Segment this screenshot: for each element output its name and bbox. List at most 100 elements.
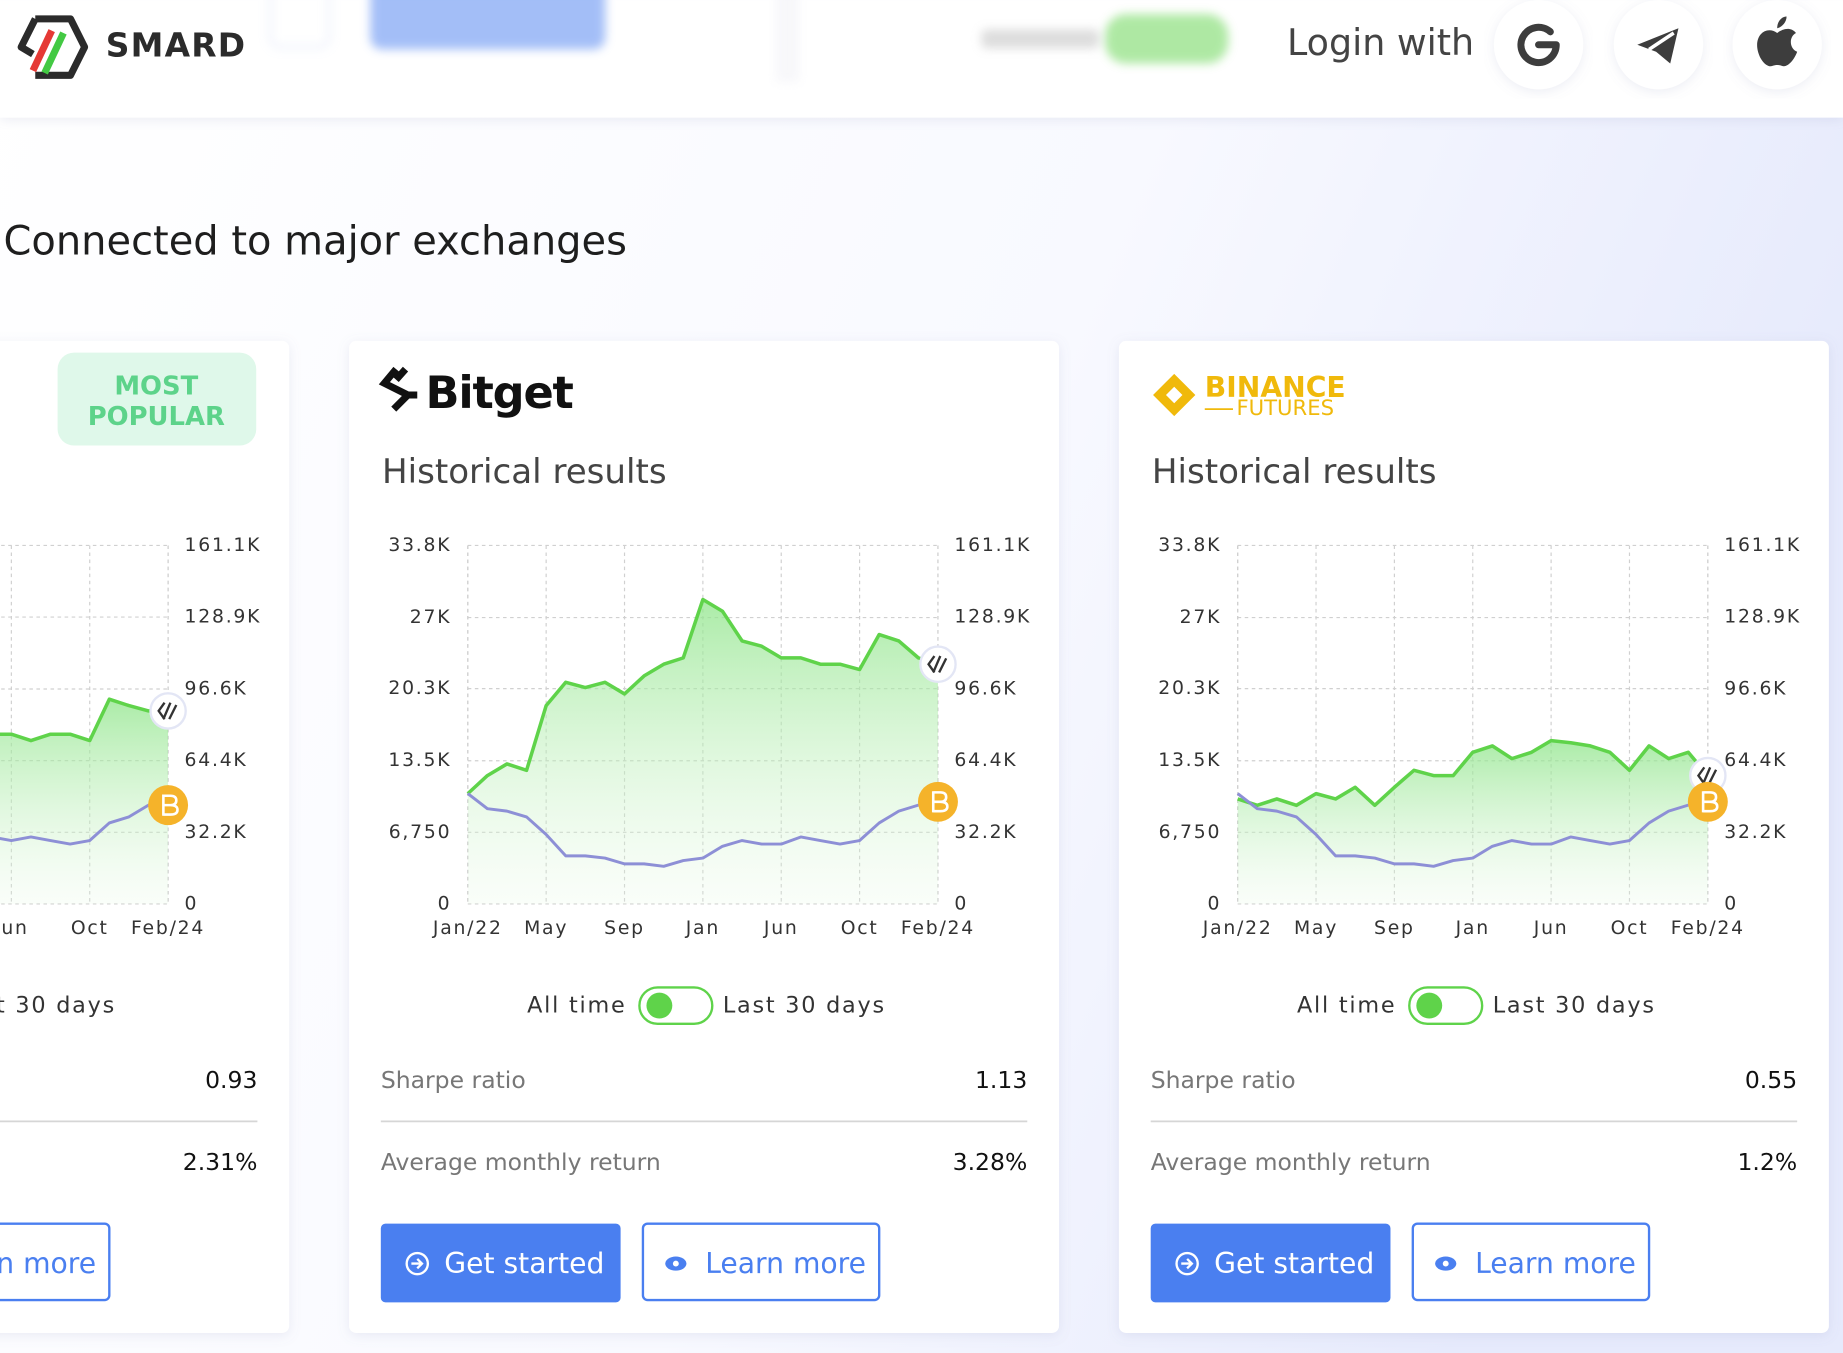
y2-tick-label: 128.9K — [185, 607, 262, 628]
toggle-label: Last 30 days — [1493, 993, 1656, 1019]
stat-value: 3.28% — [953, 1148, 1028, 1176]
smard-logo[interactable] — [17, 15, 89, 79]
google-login[interactable] — [1493, 0, 1584, 90]
area-fill — [467, 599, 938, 904]
button-icon[interactable] — [405, 1251, 430, 1276]
series-line — [466, 792, 939, 868]
button-icon[interactable] — [1442, 1260, 1449, 1267]
x-tick-label: Sep — [604, 918, 645, 939]
button-icon[interactable] — [1175, 1251, 1199, 1276]
strategy-end-glyph — [157, 701, 178, 720]
learn-more-button[interactable]: Learn more — [1411, 1222, 1651, 1302]
button-bg[interactable] — [380, 1223, 621, 1303]
stat-label: Average monthly return — [381, 1148, 661, 1176]
series-line — [0, 697, 169, 743]
y-tick-label: 6,750 — [389, 822, 452, 843]
y-tick-label: 27K — [410, 607, 452, 628]
learn-more-button[interactable]: Learn more — [0, 1222, 111, 1302]
y2-tick-label: 128.9K — [1724, 607, 1801, 628]
exchange-name: Bitget — [425, 367, 573, 419]
telegram-login[interactable] — [1613, 0, 1704, 90]
button-bg[interactable] — [641, 1222, 881, 1302]
get-started-button[interactable]: Get started — [380, 1223, 621, 1303]
stat-label: Sharpe ratio — [1151, 1066, 1296, 1094]
login-label: Login with — [1287, 21, 1474, 64]
badge-bg — [57, 352, 257, 446]
toggle-knob[interactable] — [646, 992, 673, 1019]
y-tick-label: 6,750 — [1159, 822, 1222, 843]
apple-login[interactable] — [1732, 0, 1822, 90]
toggle-label: All time — [527, 993, 626, 1019]
button-label[interactable]: Learn more — [705, 1247, 866, 1280]
button-label[interactable]: Learn more — [1475, 1247, 1636, 1280]
x-tick-label: Jan/22 — [432, 918, 503, 939]
bitget-icon — [378, 366, 418, 412]
btc-end-glyph — [1701, 791, 1719, 813]
stat-value: 0.93 — [205, 1066, 257, 1094]
y2-tick-label: 0 — [1724, 893, 1738, 914]
period-toggle[interactable] — [638, 986, 714, 1026]
button-bg[interactable] — [1411, 1222, 1651, 1302]
button-label[interactable]: Get started — [444, 1247, 604, 1280]
button-icon[interactable] — [672, 1260, 679, 1267]
y2-tick-label: 64.4K — [954, 750, 1017, 771]
button-bg[interactable] — [0, 1222, 111, 1302]
area-fill — [0, 699, 169, 904]
series-line — [1236, 792, 1709, 868]
x-tick-label: Sep — [1374, 918, 1415, 939]
get-started-button[interactable]: Get started — [1150, 1223, 1391, 1303]
toggle-label: All time — [1297, 993, 1396, 1019]
series-line — [466, 597, 939, 795]
exchange-name: BINANCE — [1205, 371, 1346, 404]
y-tick-label: 33.8K — [1158, 535, 1221, 556]
card-title: Historical results — [382, 452, 667, 492]
x-tick-label: Oct — [71, 918, 109, 939]
button-icon[interactable] — [411, 1258, 424, 1270]
y-tick-label: 33.8K — [388, 535, 451, 556]
x-tick-label: Jan — [1455, 918, 1490, 939]
button-label[interactable]: Get started — [1214, 1247, 1374, 1280]
stat-value: 0.55 — [1745, 1066, 1797, 1094]
x-tick-label: May — [524, 918, 568, 939]
y2-tick-label: 32.2K — [185, 822, 248, 843]
button-icon[interactable] — [1181, 1258, 1194, 1270]
y2-tick-label: 96.6K — [1724, 678, 1787, 699]
y2-tick-label: 0 — [185, 893, 199, 914]
y2-tick-label: 161.1K — [185, 535, 262, 556]
stat-label: Sharpe ratio — [381, 1066, 526, 1094]
y-tick-label: 27K — [1180, 607, 1222, 628]
y-tick-label: 13.5K — [1158, 750, 1221, 771]
y2-tick-label: 96.6K — [954, 678, 1017, 699]
badge-text: POPULAR — [88, 402, 225, 432]
y2-tick-label: 161.1K — [954, 535, 1031, 556]
y2-tick-label: 32.2K — [1724, 822, 1787, 843]
y-tick-label: 0 — [1207, 893, 1221, 914]
learn-more-button[interactable]: Learn more — [641, 1222, 881, 1302]
area-fill — [1237, 740, 1708, 904]
strategy-end-glyph — [927, 655, 948, 674]
stat-label: Average monthly return — [1151, 1148, 1431, 1176]
binance-icon — [1153, 373, 1196, 417]
y2-tick-label: 0 — [954, 893, 968, 914]
toggle-knob[interactable] — [1416, 992, 1443, 1019]
stat-value: 1.2% — [1737, 1148, 1797, 1176]
card-title: Historical results — [1152, 452, 1437, 492]
series-line — [0, 803, 169, 846]
x-tick-label: Feb/24 — [131, 918, 205, 939]
y2-tick-label: 32.2K — [954, 822, 1017, 843]
y2-tick-label: 161.1K — [1724, 535, 1801, 556]
toggle-label: Last 30 days — [723, 993, 886, 1019]
y2-tick-label: 128.9K — [954, 607, 1031, 628]
chart: 0 32.2K 64.4K 96.6K 128.9K 161.1K Jun Oct Feb/24 — [0, 535, 262, 939]
y-tick-label: 20.3K — [388, 678, 451, 699]
button-label[interactable]: Learn more — [0, 1247, 96, 1280]
period-toggle[interactable] — [1408, 986, 1484, 1026]
chart: 0 6,750 13.5K 20.3K 27K 33.8K 0 32.2K 64.4K 96.6K… — [388, 535, 1031, 939]
button-bg[interactable] — [1150, 1223, 1391, 1303]
x-tick-label: Jun — [763, 918, 799, 939]
badge-text: MOST — [114, 371, 198, 401]
y-tick-label: 20.3K — [1158, 678, 1221, 699]
